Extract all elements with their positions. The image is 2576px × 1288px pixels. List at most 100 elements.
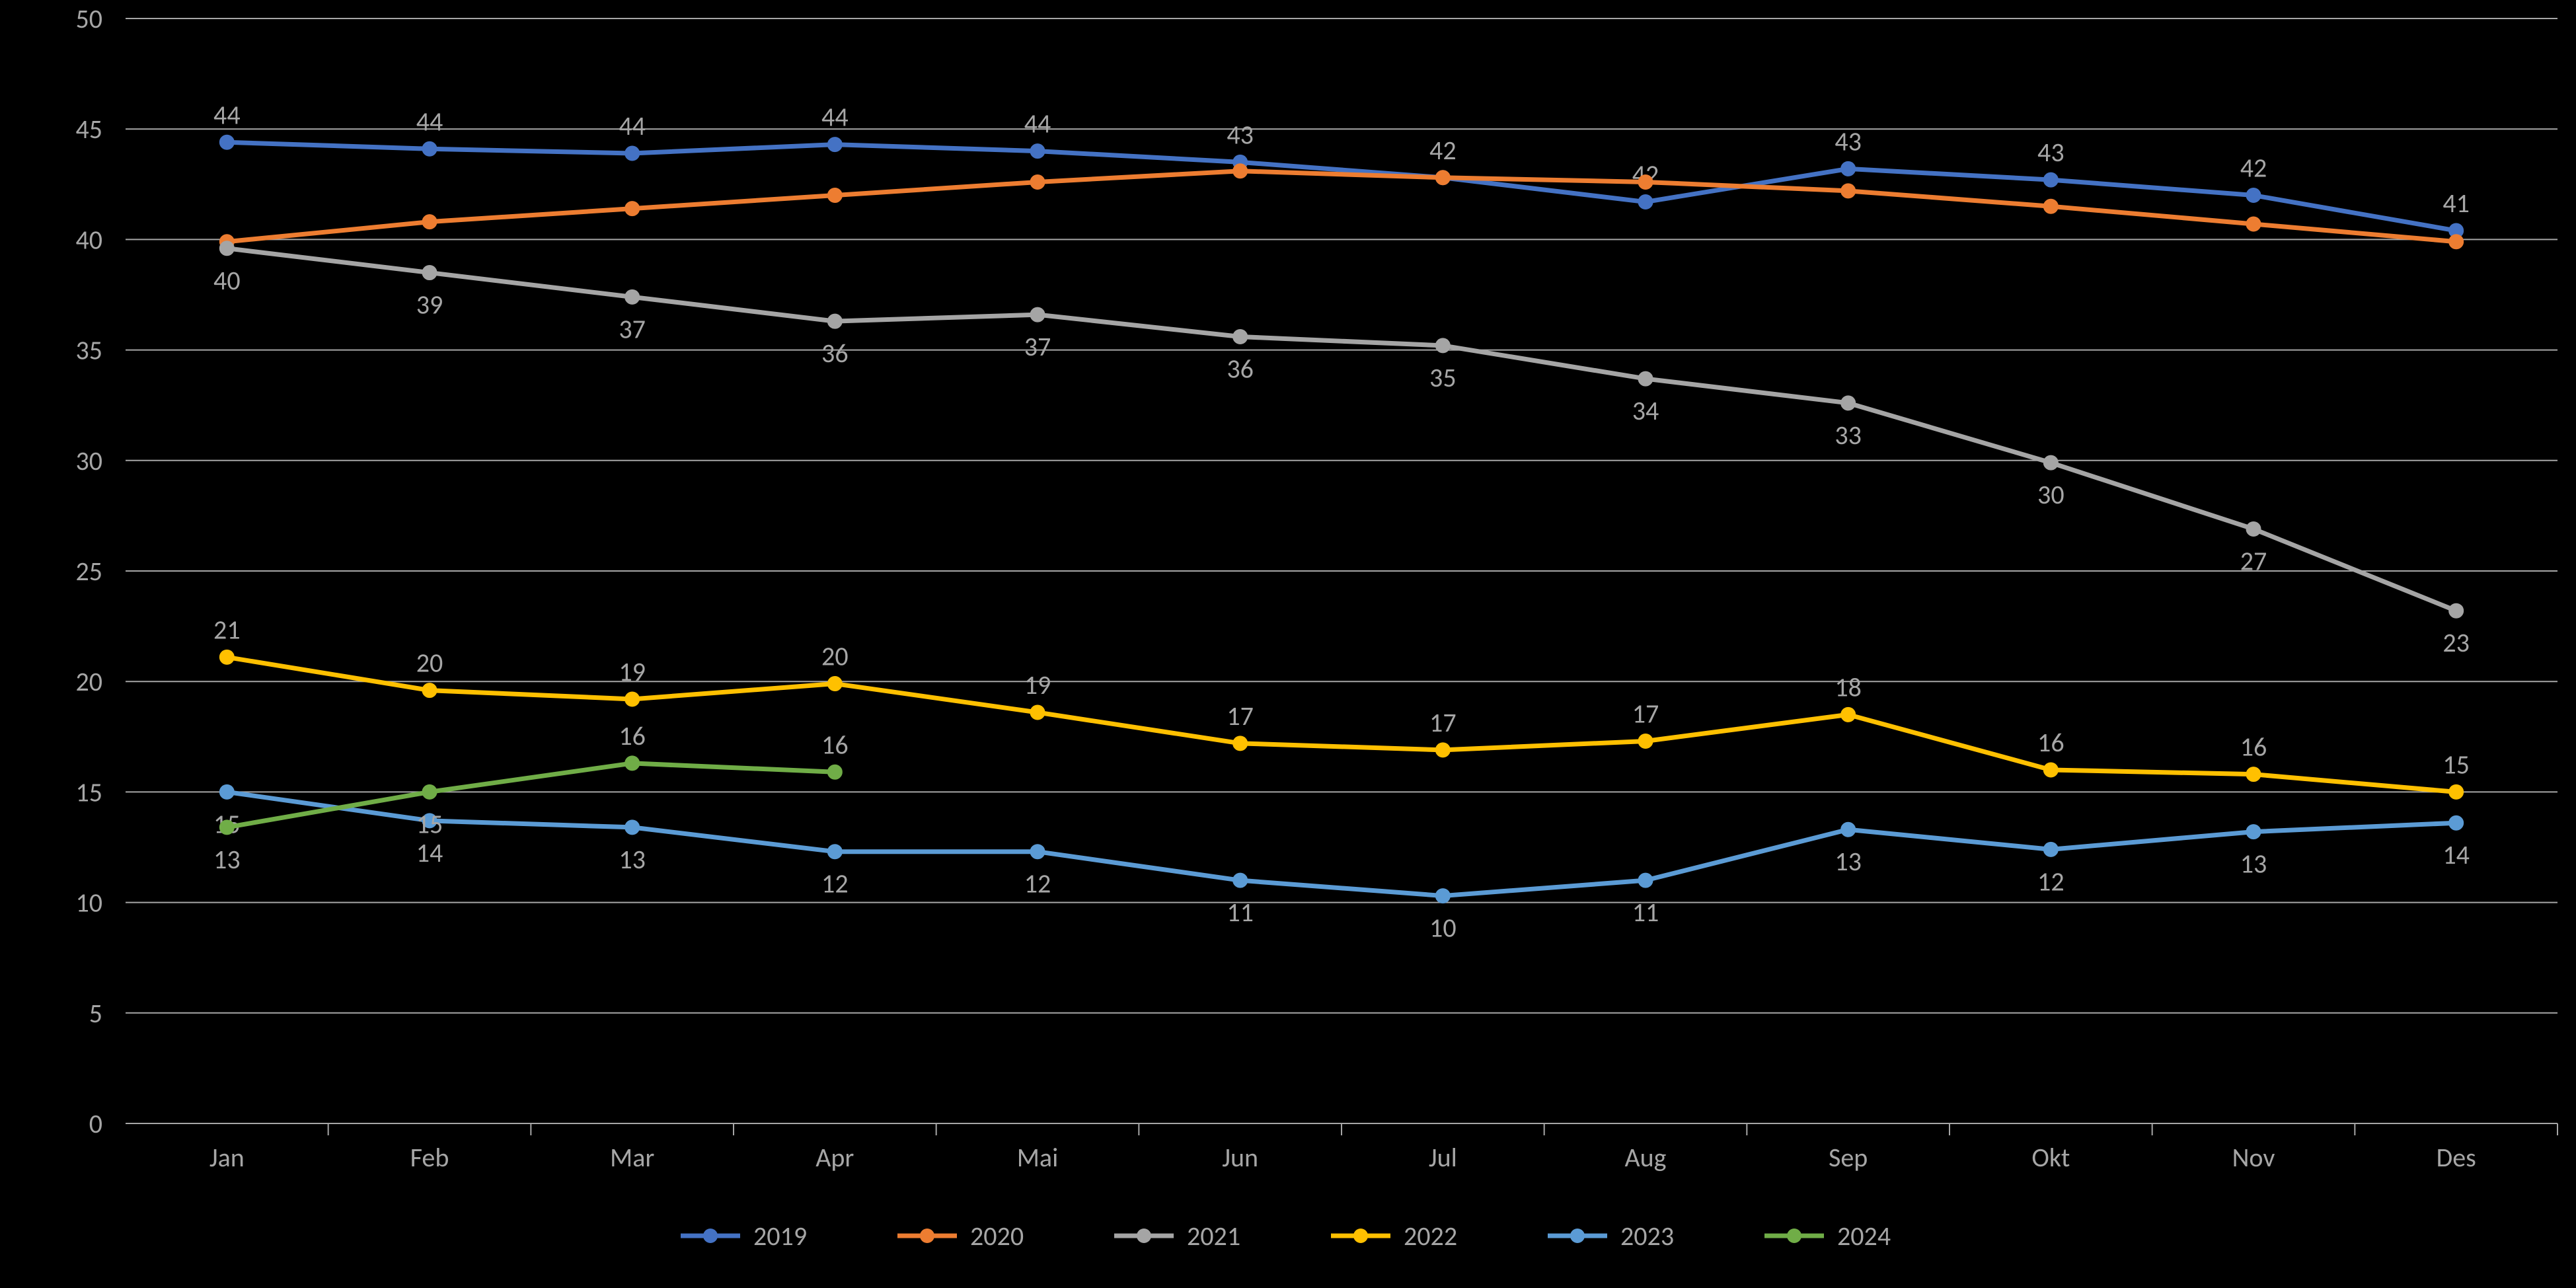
y-axis-label: 30 <box>75 445 102 477</box>
series-marker-2024 <box>827 765 842 779</box>
series-marker-2020 <box>827 188 842 203</box>
series-marker-2022 <box>219 650 234 664</box>
data-label-2023: 14 <box>416 837 443 869</box>
data-label-2023: 10 <box>1429 912 1457 944</box>
data-label-2021: 23 <box>2443 626 2470 659</box>
series-marker-2019 <box>827 137 842 152</box>
chart-background <box>0 0 2576 1288</box>
series-marker-2021 <box>422 266 437 280</box>
y-axis-label: 0 <box>89 1108 102 1140</box>
data-label-2021: 36 <box>1227 353 1254 385</box>
series-marker-2022 <box>1638 734 1653 748</box>
data-label-2022: 17 <box>1632 697 1659 730</box>
x-axis-label: Jun <box>1222 1141 1258 1174</box>
series-marker-2020 <box>2449 235 2464 249</box>
legend-label-2020: 2020 <box>970 1220 1024 1252</box>
x-axis-label: Mar <box>610 1141 654 1174</box>
series-marker-2021 <box>1030 307 1045 322</box>
x-axis-label: Mai <box>1017 1141 1059 1174</box>
data-label-2022: 19 <box>1024 669 1051 701</box>
data-label-2019: 43 <box>2037 136 2065 169</box>
series-marker-2023 <box>1435 889 1450 903</box>
x-axis-label: Okt <box>2031 1141 2070 1174</box>
legend-label-2021: 2021 <box>1187 1220 1240 1252</box>
series-marker-2022 <box>1435 743 1450 757</box>
data-label-2019: 41 <box>2443 187 2470 219</box>
legend-label-2022: 2022 <box>1404 1220 1457 1252</box>
line-chart: 05101520253035404550JanFebMarAprMaiJunJu… <box>0 0 2576 1288</box>
y-axis-label: 15 <box>75 776 102 808</box>
series-marker-2022 <box>1841 707 1856 722</box>
data-label-2021: 33 <box>1835 419 1862 451</box>
data-label-2021: 39 <box>416 289 443 321</box>
series-marker-2022 <box>2043 763 2058 777</box>
x-axis-label: Jan <box>209 1141 245 1174</box>
data-label-2019: 42 <box>2240 152 2267 184</box>
legend-label-2024: 2024 <box>1837 1220 1891 1252</box>
data-label-2023: 13 <box>1835 845 1862 878</box>
data-label-2022: 20 <box>821 640 849 673</box>
data-label-2024: 15 <box>416 808 443 840</box>
series-marker-2020 <box>1030 174 1045 189</box>
series-marker-2020 <box>1435 170 1450 185</box>
y-axis-label: 20 <box>75 665 102 698</box>
data-label-2024: 13 <box>213 843 241 876</box>
data-label-2022: 19 <box>619 656 646 688</box>
y-axis-label: 40 <box>75 223 102 256</box>
series-marker-2023 <box>2043 842 2058 856</box>
data-label-2023: 11 <box>1632 896 1659 928</box>
x-axis-label: Nov <box>2232 1141 2275 1174</box>
data-label-2024: 16 <box>821 728 849 761</box>
y-axis-label: 45 <box>75 113 102 145</box>
series-marker-2023 <box>827 845 842 859</box>
series-marker-2021 <box>1233 330 1248 344</box>
series-marker-2022 <box>1030 705 1045 720</box>
data-label-2019: 44 <box>821 101 849 133</box>
series-marker-2020 <box>1638 174 1653 189</box>
series-marker-2019 <box>2246 188 2261 203</box>
legend-label-2023: 2023 <box>1620 1220 1674 1252</box>
series-marker-2021 <box>1841 396 1856 410</box>
data-label-2021: 35 <box>1429 361 1457 394</box>
data-label-2022: 17 <box>1429 706 1457 739</box>
series-marker-2022 <box>2246 767 2261 782</box>
series-marker-2021 <box>827 314 842 328</box>
data-label-2022: 15 <box>2443 748 2470 780</box>
series-marker-2022 <box>625 692 640 706</box>
data-label-2023: 13 <box>2240 848 2267 880</box>
data-label-2019: 44 <box>619 110 646 142</box>
series-marker-2021 <box>2043 455 2058 470</box>
series-marker-2019 <box>625 146 640 161</box>
data-label-2019: 44 <box>213 98 241 131</box>
data-label-2019: 44 <box>416 105 443 137</box>
legend-marker-2023 <box>1570 1229 1585 1243</box>
series-marker-2024 <box>219 820 234 835</box>
data-label-2019: 43 <box>1835 125 1862 157</box>
chart-container: 05101520253035404550JanFebMarAprMaiJunJu… <box>0 0 2576 1288</box>
data-label-2023: 11 <box>1227 896 1254 928</box>
data-label-2022: 20 <box>416 647 443 679</box>
series-marker-2023 <box>2246 825 2261 839</box>
data-label-2022: 18 <box>1835 671 1862 703</box>
y-axis-label: 10 <box>75 887 102 919</box>
y-axis-label: 5 <box>89 997 102 1030</box>
series-marker-2023 <box>219 784 234 799</box>
series-marker-2024 <box>422 784 437 799</box>
series-marker-2019 <box>1841 161 1856 176</box>
series-marker-2020 <box>422 215 437 229</box>
x-axis-label: Aug <box>1625 1141 1667 1174</box>
legend-marker-2019 <box>703 1229 718 1243</box>
series-marker-2020 <box>1233 164 1248 178</box>
series-marker-2023 <box>1841 822 1856 837</box>
data-label-2021: 34 <box>1632 395 1659 427</box>
series-marker-2021 <box>2246 521 2261 536</box>
series-marker-2022 <box>1233 736 1248 751</box>
x-axis-label: Feb <box>410 1141 449 1174</box>
data-label-2021: 37 <box>1024 330 1051 363</box>
series-marker-2023 <box>2449 815 2464 830</box>
series-marker-2020 <box>2246 217 2261 231</box>
series-marker-2021 <box>219 241 234 256</box>
x-axis-label: Jul <box>1429 1141 1457 1174</box>
data-label-2022: 21 <box>213 613 241 646</box>
data-label-2022: 16 <box>2240 731 2267 763</box>
